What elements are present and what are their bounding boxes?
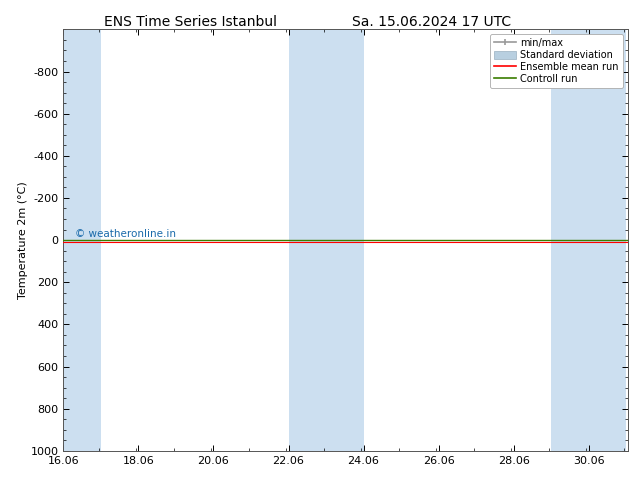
Bar [326, 29, 363, 451]
Text: Sa. 15.06.2024 17 UTC: Sa. 15.06.2024 17 UTC [352, 15, 510, 29]
Bar [288, 29, 326, 451]
Legend: min/max, Standard deviation, Ensemble mean run, Controll run: min/max, Standard deviation, Ensemble me… [490, 34, 623, 88]
Text: © weatheronline.in: © weatheronline.in [75, 229, 176, 239]
Text: ENS Time Series Istanbul: ENS Time Series Istanbul [104, 15, 276, 29]
Bar [588, 29, 626, 451]
Y-axis label: Temperature 2m (°C): Temperature 2m (°C) [18, 181, 28, 299]
Bar [63, 29, 101, 451]
Bar [551, 29, 588, 451]
